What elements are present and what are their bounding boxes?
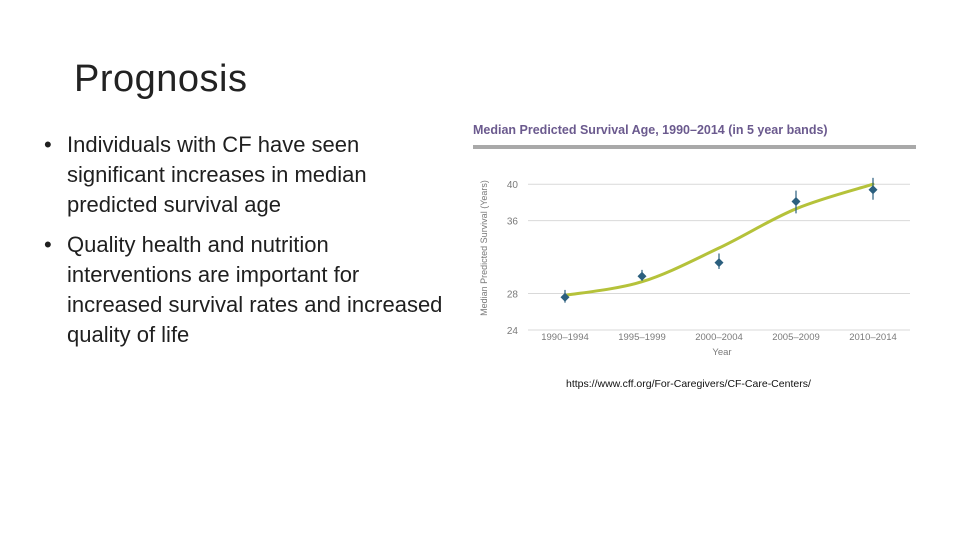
y-tick-label: 28 bbox=[507, 290, 519, 301]
chart-plot: 24 28 36 40 1990–1994 1995–1999 2000–2004 2005–… bbox=[479, 177, 910, 358]
bullet-marker: • bbox=[44, 132, 52, 157]
bullet-marker: • bbox=[44, 232, 52, 257]
data-point bbox=[868, 185, 878, 195]
y-axis-label: Median Predicted Survival (Years) bbox=[479, 180, 489, 316]
trend-line bbox=[563, 182, 875, 297]
slide-title: Prognosis bbox=[74, 58, 248, 100]
chart-subtitle: (in 5 year bands) bbox=[728, 123, 828, 137]
bullet-text: Quality health and nutrition interventio… bbox=[67, 232, 443, 347]
data-point bbox=[560, 292, 570, 302]
x-tick-label: 1990–1994 bbox=[541, 332, 589, 343]
bullet-item: • Quality health and nutrition intervent… bbox=[44, 230, 444, 350]
data-point bbox=[791, 197, 801, 207]
data-point bbox=[714, 258, 724, 268]
bullet-text: Individuals with CF have seen significan… bbox=[67, 132, 367, 217]
x-tick-label: 2010–2014 bbox=[849, 332, 897, 343]
x-axis-label: Year bbox=[712, 347, 731, 358]
chart-title-rule bbox=[473, 145, 916, 149]
bullet-item: • Individuals with CF have seen signific… bbox=[44, 130, 444, 220]
y-tick-label: 36 bbox=[507, 217, 519, 228]
x-tick-label: 2000–2004 bbox=[695, 332, 743, 343]
y-tick-label: 40 bbox=[507, 180, 519, 191]
x-tick-label: 2005–2009 bbox=[772, 332, 820, 343]
data-point bbox=[637, 271, 647, 281]
y-tick-label: 24 bbox=[507, 326, 519, 337]
chart-title: Median Predicted Survival Age, 1990–2014… bbox=[473, 123, 828, 137]
source-link[interactable]: https://www.cff.org/For-Caregivers/CF-Ca… bbox=[566, 378, 811, 390]
survival-chart: Median Predicted Survival Age, 1990–2014… bbox=[470, 118, 920, 363]
bullet-list: • Individuals with CF have seen signific… bbox=[44, 130, 444, 360]
x-tick-label: 1995–1999 bbox=[618, 332, 666, 343]
chart-title-main: Median Predicted Survival Age, 1990–2014 bbox=[473, 123, 725, 137]
